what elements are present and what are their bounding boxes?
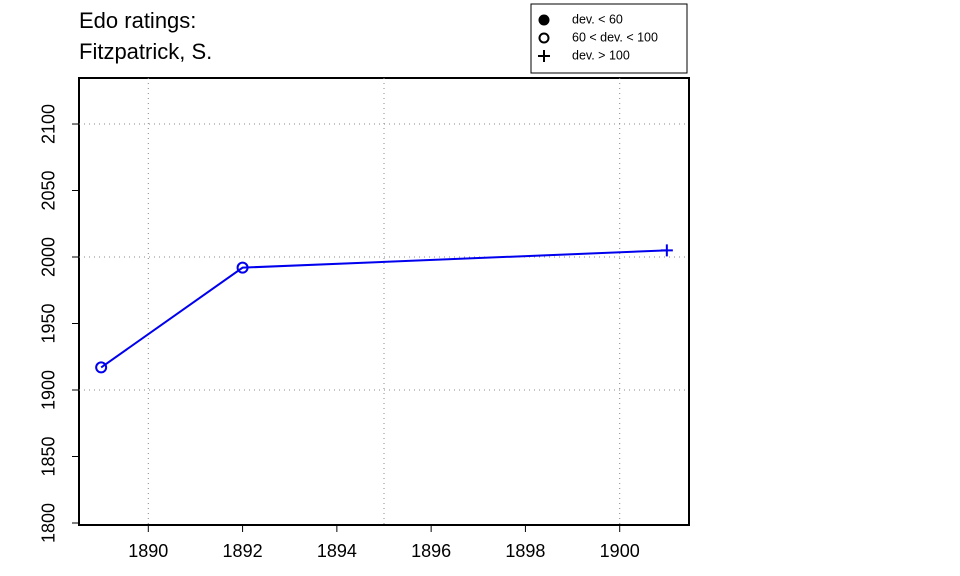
x-tick-label: 1894 xyxy=(317,541,357,561)
chart-title: Fitzpatrick, S. xyxy=(79,39,212,64)
legend-label: 60 < dev. < 100 xyxy=(572,30,658,44)
y-tick-label: 1800 xyxy=(39,503,59,543)
legend-marker xyxy=(538,50,550,62)
legend-marker xyxy=(538,14,550,26)
x-tick-label: 1896 xyxy=(411,541,451,561)
plot-frame xyxy=(78,77,690,526)
y-tick-label: 1950 xyxy=(39,303,59,343)
y-tick-label: 1850 xyxy=(39,436,59,476)
y-tick-label: 2100 xyxy=(39,104,59,144)
x-tick-label: 1890 xyxy=(128,541,168,561)
legend-marker xyxy=(538,32,550,44)
legend-box xyxy=(530,3,688,74)
chart-title: Edo ratings: xyxy=(79,8,196,33)
x-tick-label: 1892 xyxy=(223,541,263,561)
marker xyxy=(95,361,108,374)
x-tick-label: 1898 xyxy=(505,541,545,561)
x-tick-label: 1900 xyxy=(600,541,640,561)
legend-label: dev. > 100 xyxy=(572,48,630,62)
marker xyxy=(236,261,249,274)
legend-label: dev. < 60 xyxy=(572,12,623,26)
marker xyxy=(660,244,673,257)
y-tick-label: 1900 xyxy=(39,370,59,410)
data-line xyxy=(100,249,667,369)
y-tick-label: 2000 xyxy=(39,237,59,277)
y-tick-label: 2050 xyxy=(39,170,59,210)
